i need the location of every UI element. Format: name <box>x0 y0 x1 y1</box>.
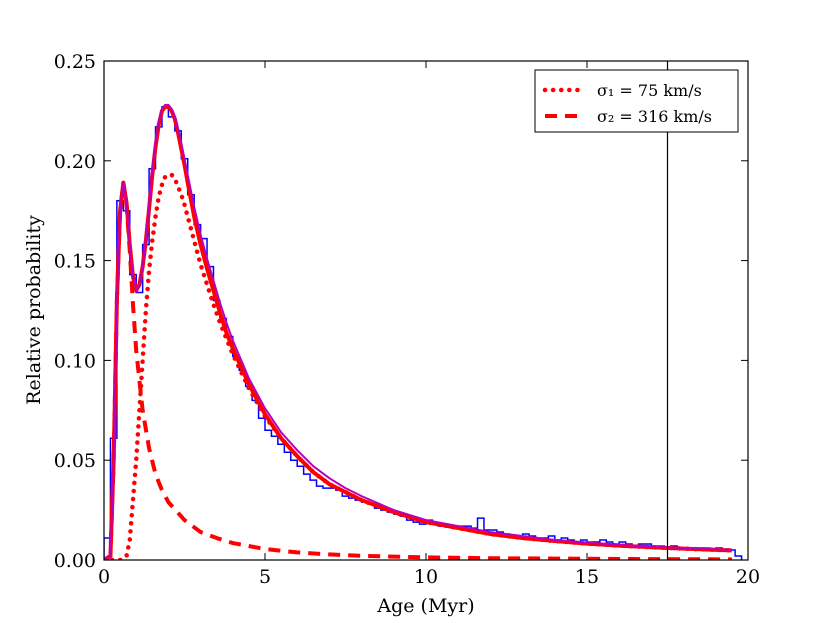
y-tick-label: 0.15 <box>54 251 96 273</box>
y-axis-label: Relative probability <box>23 215 45 405</box>
series-group <box>104 61 743 560</box>
y-tick-label: 0.20 <box>54 151 96 173</box>
x-tick-label: 15 <box>575 566 599 588</box>
histogram-steps <box>104 106 743 560</box>
y-tick-label: 0.05 <box>54 450 96 472</box>
legend-label-sigma1: σ₁ = 75 km/s <box>597 81 702 100</box>
legend-box <box>534 69 739 133</box>
series-sigma1 <box>104 172 735 560</box>
y-tick-label: 0.00 <box>54 550 96 572</box>
x-tick-label: 20 <box>736 566 760 588</box>
y-tick-label: 0.25 <box>54 51 96 73</box>
x-tick-label: 10 <box>414 566 438 588</box>
x-tick-label: 0 <box>98 566 110 588</box>
series-purple-fit <box>104 103 732 560</box>
plot-frame <box>103 60 749 561</box>
x-axis-label: Age (Myr) <box>376 595 474 617</box>
axes: 0 5 10 15 20 0.00 0.05 0.10 0.15 0.20 0.25 <box>54 51 760 588</box>
legend-label-sigma2: σ₂ = 316 km/s <box>597 107 712 126</box>
plot-area <box>104 61 743 560</box>
y-tick-label: 0.10 <box>54 350 96 372</box>
series-combined-fit <box>104 104 732 560</box>
x-tick-label: 5 <box>259 566 271 588</box>
legend: σ₁ = 75 km/s σ₂ = 316 km/s <box>534 69 739 133</box>
